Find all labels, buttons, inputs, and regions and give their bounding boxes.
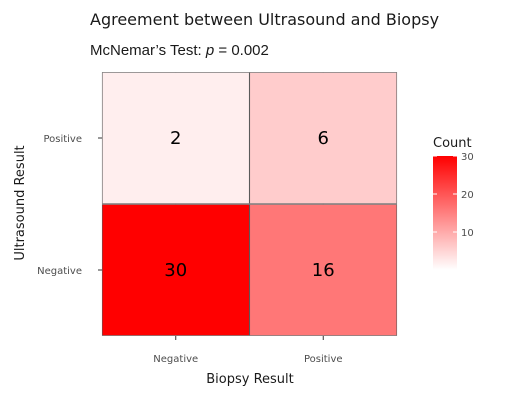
cell-negative-negative bbox=[101, 204, 250, 336]
cell-negative-positive bbox=[101, 72, 250, 204]
legend-ticks: 10 20 30 bbox=[433, 152, 474, 239]
cell-positive-negative bbox=[249, 204, 398, 336]
cell-label-negative-negative: 30 bbox=[164, 260, 187, 281]
y-tick-label-positive: Positive bbox=[43, 134, 82, 145]
legend: Count 10 20 30 bbox=[433, 136, 474, 270]
subtitle-variable: p bbox=[205, 42, 214, 59]
heatmap-cells: 2 6 30 16 bbox=[101, 72, 398, 336]
legend-tick-label-30: 30 bbox=[461, 152, 474, 163]
cell-label-positive-positive: 6 bbox=[318, 128, 329, 149]
chart-subtitle: McNemar’s Test: p = 0.002 bbox=[90, 42, 269, 59]
legend-title: Count bbox=[433, 136, 472, 151]
y-tick-label-negative: Negative bbox=[37, 266, 82, 277]
cell-label-positive-negative: 16 bbox=[312, 260, 335, 281]
y-axis-title: Ultrasound Result bbox=[13, 145, 28, 260]
cell-label-negative-positive: 2 bbox=[170, 128, 181, 149]
x-axis-title: Biopsy Result bbox=[206, 372, 294, 387]
chart-title: Agreement between Ultrasound and Biopsy bbox=[90, 10, 439, 29]
legend-colorbar bbox=[433, 156, 457, 270]
x-tick-label-positive: Positive bbox=[304, 354, 343, 365]
subtitle-prefix: McNemar’s Test: bbox=[90, 42, 206, 59]
legend-tick-label-20: 20 bbox=[461, 190, 474, 201]
x-tick-label-negative: Negative bbox=[153, 354, 198, 365]
cell-positive-positive bbox=[249, 72, 398, 204]
axis-ticks: Negative Positive Negative Positive bbox=[37, 134, 342, 365]
legend-tick-label-10: 10 bbox=[461, 228, 474, 239]
subtitle-suffix: = 0.002 bbox=[214, 42, 269, 59]
